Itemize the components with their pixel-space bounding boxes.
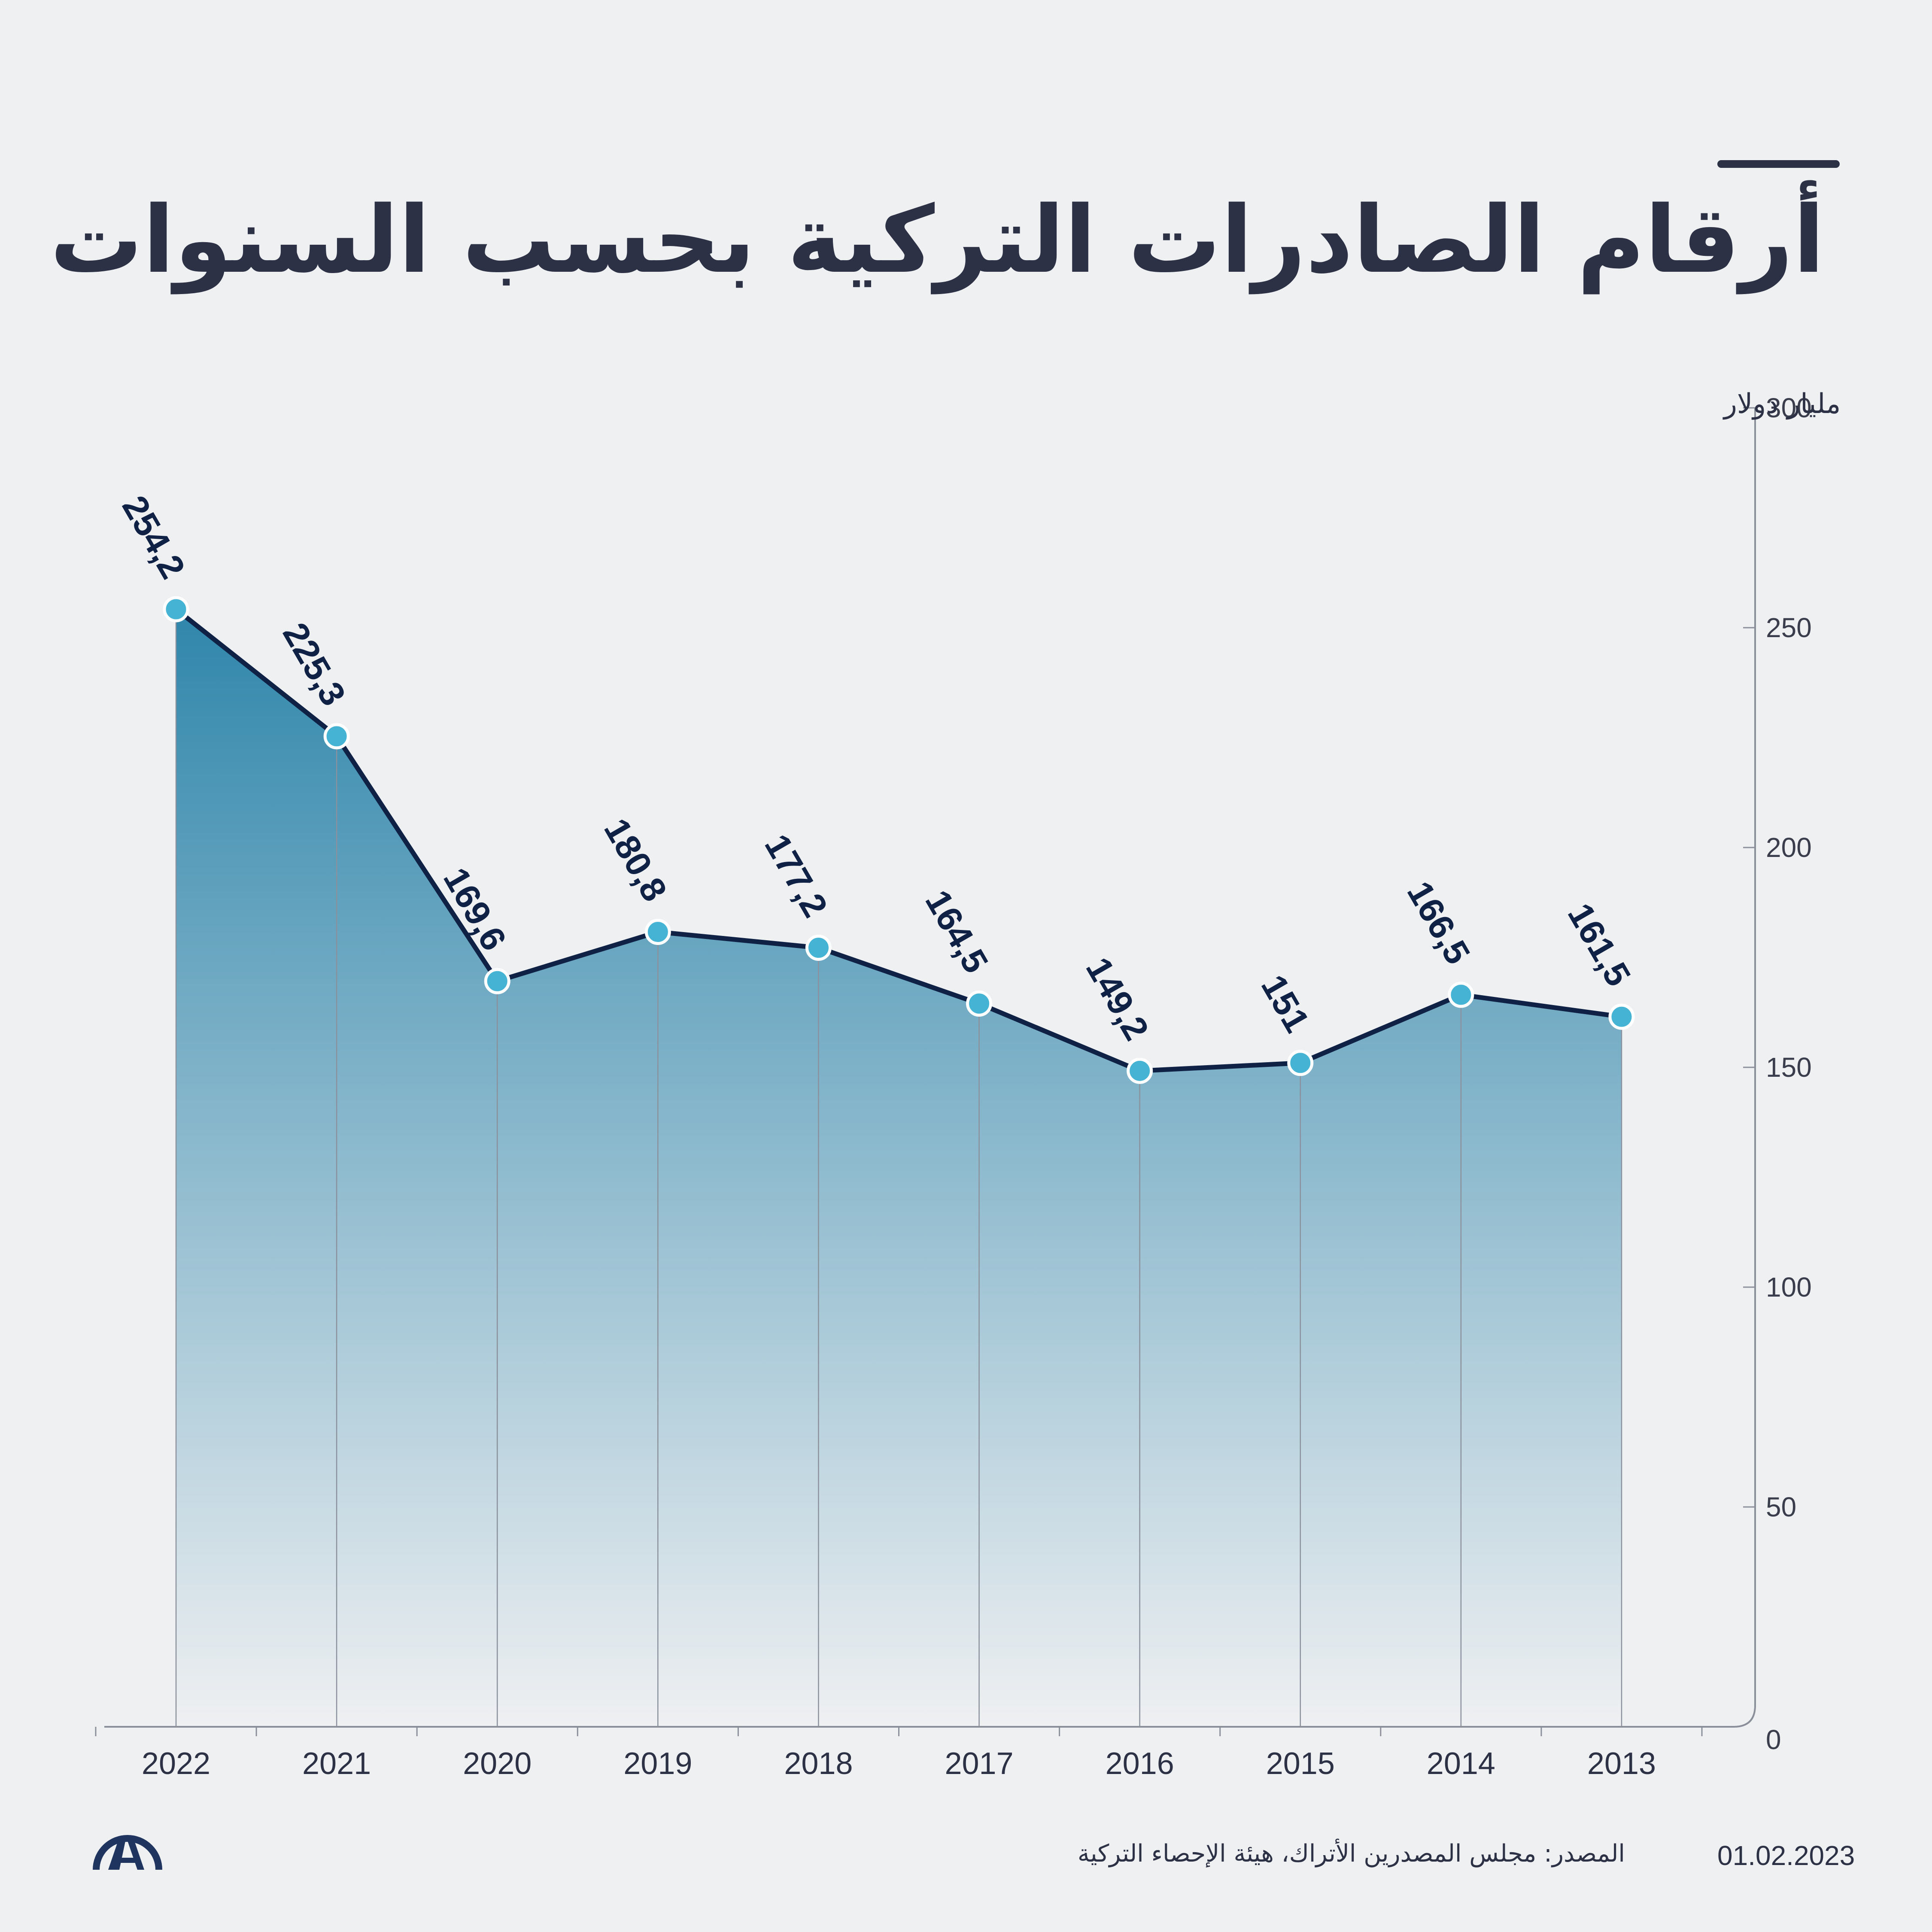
x-tick-label: 2019 [623, 1747, 692, 1781]
page-title: أرقام الصادرات التركية بحسب السنوات [50, 186, 1825, 294]
data-label: 149,2 [1078, 951, 1156, 1047]
y-tick-label: 0 [1766, 1724, 1781, 1755]
x-tick-label: 2016 [1106, 1747, 1174, 1781]
x-tick-label: 2022 [142, 1747, 210, 1781]
x-tick-label: 2013 [1587, 1747, 1656, 1781]
data-point [644, 919, 671, 945]
x-tick-label: 2018 [784, 1747, 853, 1781]
data-point [966, 990, 993, 1017]
axis-layer: 0 50 100 150 200 250 300 2022 2021 2020 2019 2018 20… [95, 392, 1812, 1781]
data-point [163, 596, 189, 623]
data-point [805, 934, 832, 961]
y-tick-label: 150 [1766, 1052, 1812, 1083]
title-rule [1717, 160, 1840, 168]
y-axis-line [1685, 408, 1756, 1728]
data-label: 166,5 [1400, 875, 1477, 971]
data-label: 177,2 [757, 828, 835, 923]
data-point [1608, 1003, 1635, 1030]
x-tick-label: 2017 [945, 1747, 1013, 1781]
aa-logo-icon [93, 1835, 162, 1870]
y-tick-label: 100 [1766, 1272, 1812, 1303]
y-tick-label: 250 [1766, 612, 1812, 643]
series-line [174, 607, 1622, 1073]
area-layer [175, 609, 1622, 1727]
date-label: 01.02.2023 [1717, 1840, 1855, 1871]
data-point [1287, 1050, 1314, 1076]
source-note: المصدر: مجلس المصدرين الأتراك، هيئة الإح… [1077, 1840, 1625, 1868]
x-tick-label: 2021 [302, 1747, 371, 1781]
x-tick-label: 2014 [1427, 1747, 1495, 1781]
data-point [1127, 1057, 1153, 1084]
data-label: 254,2 [115, 489, 192, 585]
line-layer [163, 596, 1635, 1084]
y-tick-label: 300 [1766, 392, 1812, 423]
y-axis-unit-label: مليار دولار [1722, 388, 1841, 420]
y-tick-label: 50 [1766, 1492, 1796, 1522]
data-label: 151 [1254, 969, 1317, 1039]
data-point [323, 723, 350, 750]
x-tick-label: 2020 [463, 1747, 532, 1781]
y-tick-label: 200 [1766, 832, 1812, 863]
x-tick-label: 2015 [1266, 1747, 1335, 1781]
data-label: 161,5 [1560, 897, 1638, 993]
data-label: 164,5 [917, 884, 995, 979]
area-fill [176, 609, 1622, 1727]
data-label: 180,8 [596, 812, 674, 908]
data-point [484, 968, 510, 994]
data-point [1448, 981, 1474, 1008]
